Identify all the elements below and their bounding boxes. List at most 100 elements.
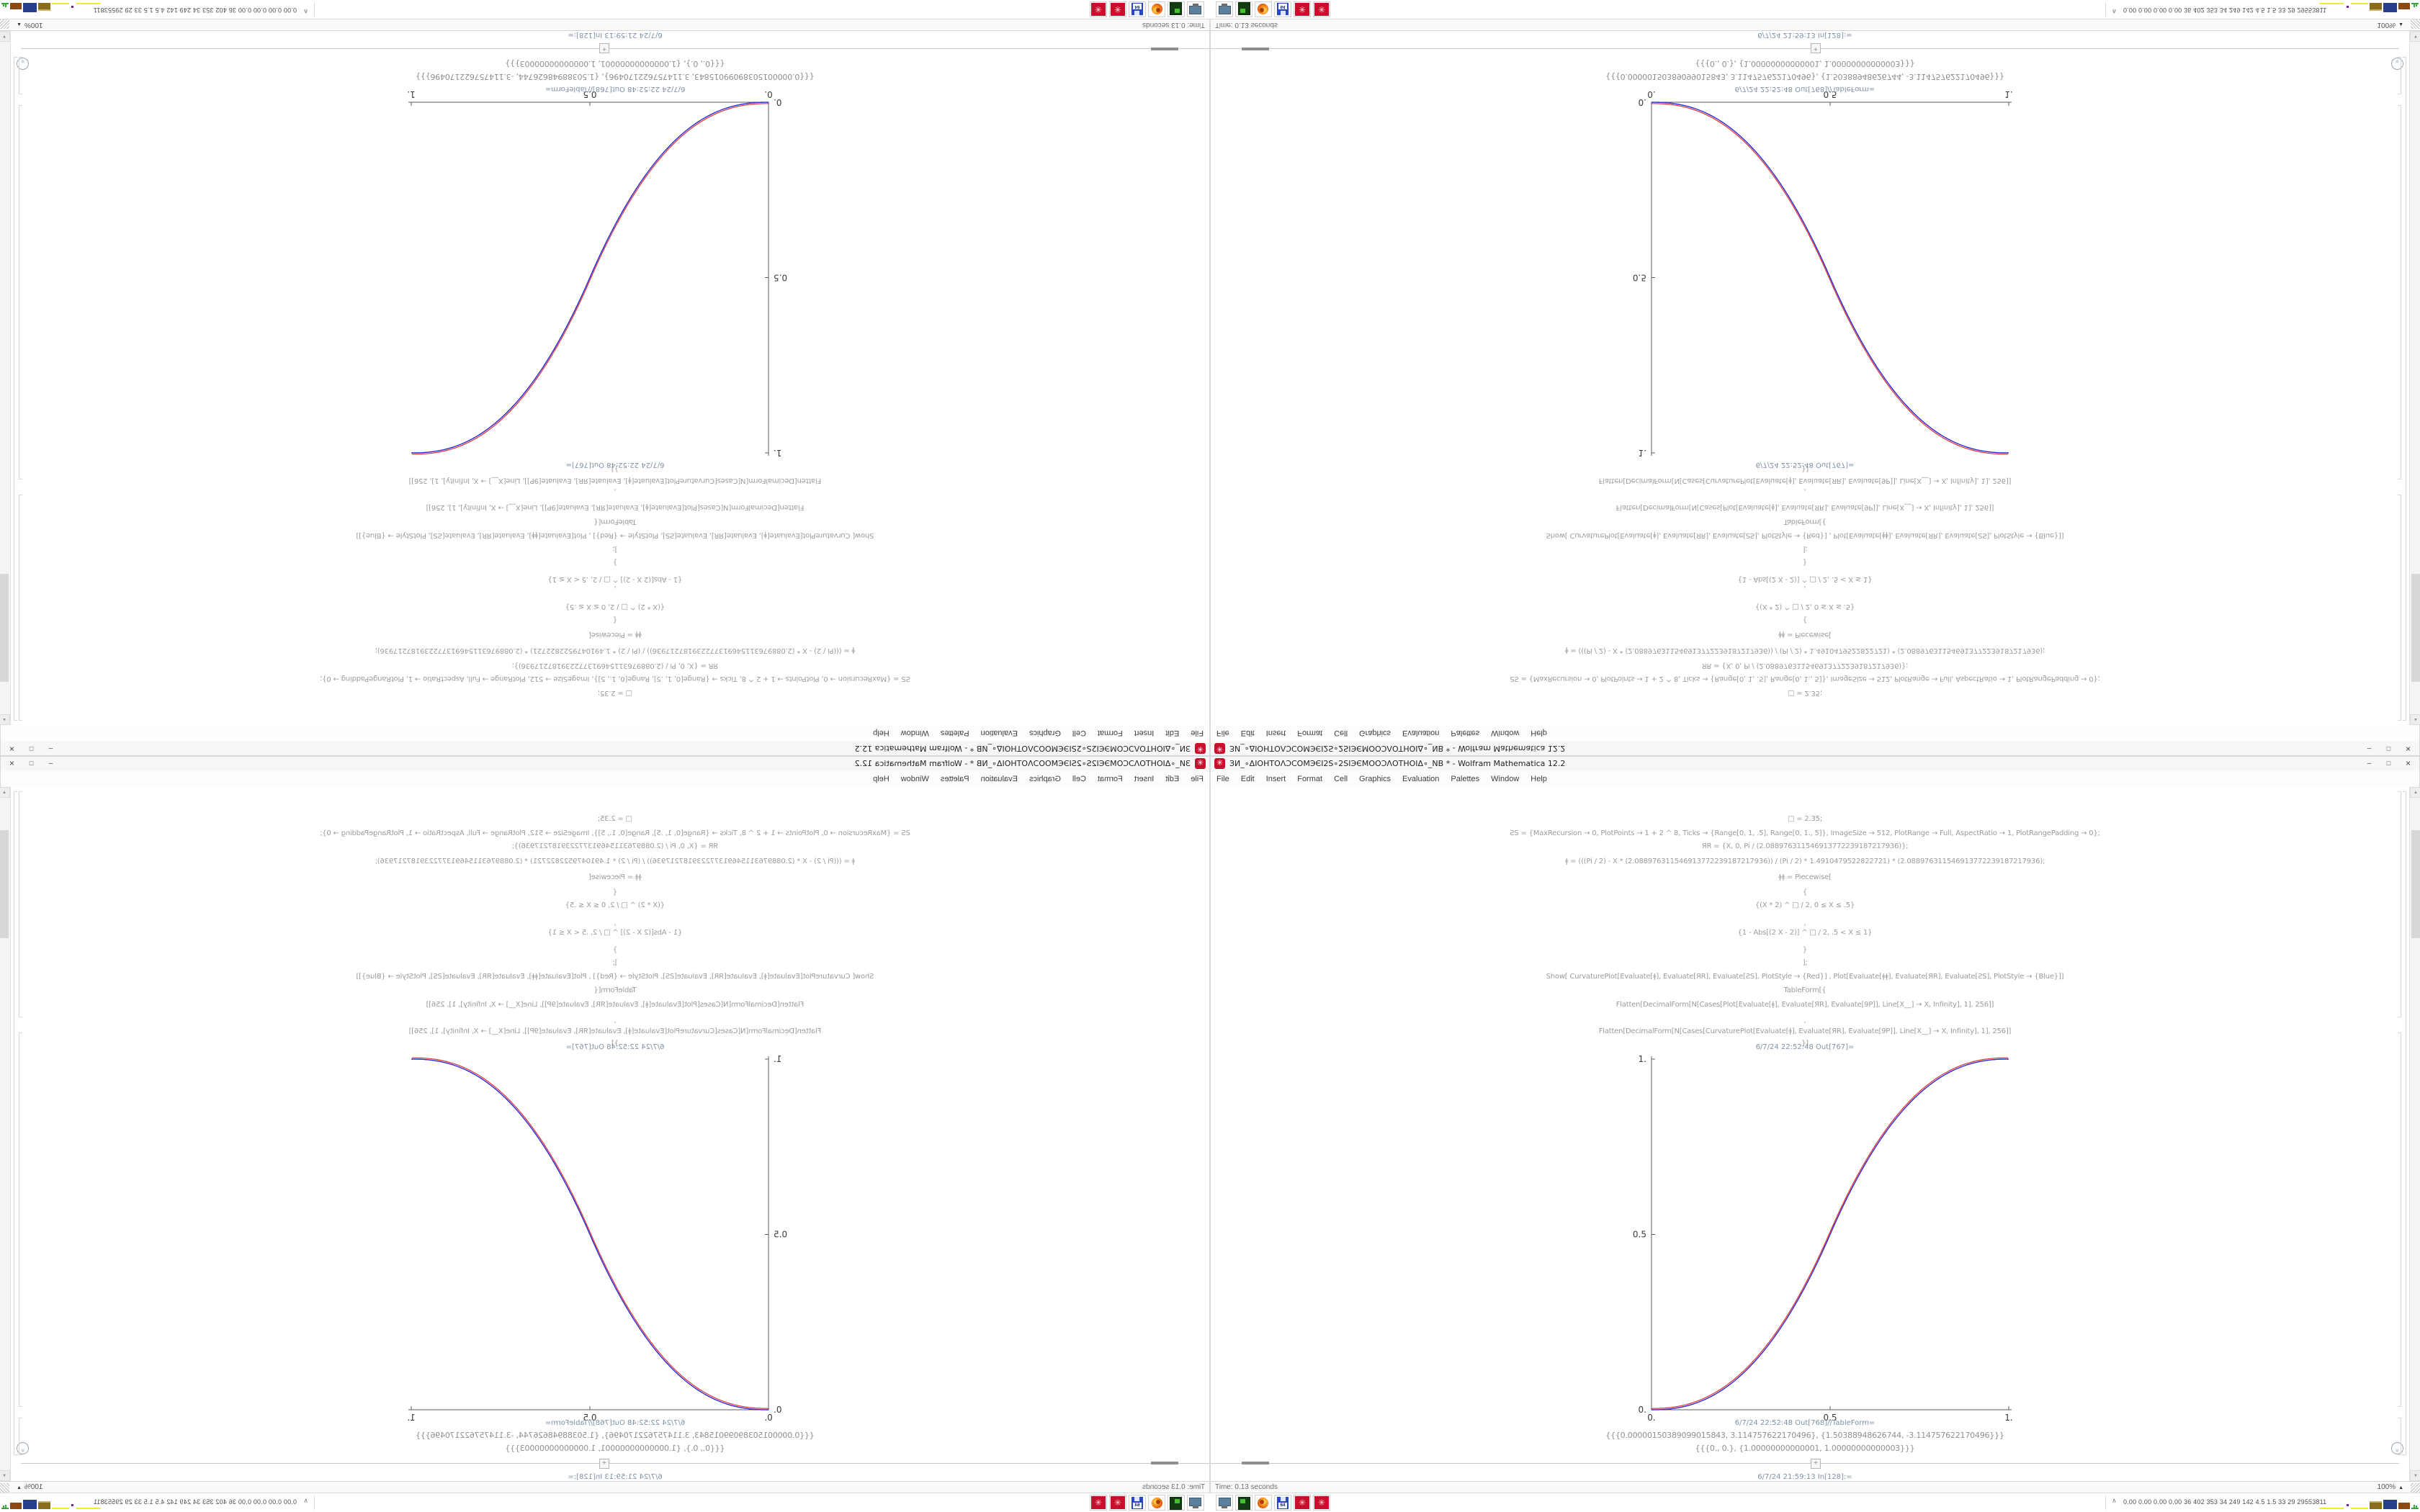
menu-edit[interactable]: Edit — [1240, 729, 1255, 737]
menu-file[interactable]: File — [1191, 729, 1204, 737]
scroll-up-arrow-icon[interactable]: ▲ — [2410, 787, 2420, 798]
menu-window[interactable]: Window — [1491, 729, 1520, 737]
code-line[interactable]: Flatten[DecimalForm[N[Cases[CurvaturePlo… — [1598, 477, 2012, 485]
code-line[interactable]: ЯR = {X, 0, Pi / (2.08897631154691377223… — [511, 662, 719, 670]
code-line[interactable]: ǂǂ = Piecewise[ — [1778, 631, 1832, 639]
title-bar[interactable]: ✳ ЗИ_∘ΔIOHTOΛƆCOMЭЄI2S∘2SIЭЄMOOƆΛOTHOIΔ∘… — [1, 740, 1209, 755]
tray-expander-icon[interactable]: ∧ — [2112, 1497, 2117, 1504]
close-button[interactable]: × — [9, 744, 15, 754]
vertical-scrollbar[interactable]: ▲ ▼ — [0, 787, 11, 1481]
cell-bracket-input[interactable] — [19, 495, 22, 721]
code-line[interactable]: TableForm[{ — [1783, 986, 1827, 994]
taskbar-disk-utility-icon[interactable] — [1235, 1, 1252, 17]
vertical-scrollbar-thumb[interactable] — [0, 574, 9, 682]
menu-edit[interactable]: Edit — [1165, 729, 1180, 737]
scroll-up-arrow-icon[interactable]: ▲ — [0, 714, 10, 725]
code-line[interactable]: { — [612, 888, 618, 896]
cell-bracket-group[interactable] — [14, 791, 17, 1455]
code-line[interactable]: {(X * 2) ^ □ / 2, 0 ≤ X ≤ .5} — [1754, 603, 1855, 611]
window-resize-grip[interactable] — [0, 19, 9, 29]
code-line[interactable]: ǂǂ = Piecewise[ — [588, 873, 642, 881]
menu-format[interactable]: Format — [1297, 775, 1323, 783]
code-line[interactable]: □ = 2.35; — [1787, 689, 1823, 697]
cell-insertion-line[interactable] — [21, 1463, 1209, 1464]
cell-bracket-table-output[interactable] — [2398, 57, 2401, 94]
code-line[interactable]: ]; — [1802, 959, 1808, 967]
code-line[interactable]: □ = 2.35; — [597, 689, 633, 697]
menu-insert[interactable]: Insert — [1134, 729, 1155, 737]
taskbar-firefox-icon[interactable] — [1255, 1495, 1272, 1511]
code-line[interactable]: Show[ CurvaturePlot[Evaluate[ǂ], Evaluat… — [1546, 973, 2064, 981]
code-line[interactable]: {1 - Abs[(2 X - 2)] ^ □ / 2, .5 < X ≤ 1} — [1737, 929, 1873, 937]
menu-palettes[interactable]: Palettes — [1451, 729, 1480, 737]
code-line[interactable]: ǂ = (((Pi / 2) - X * (2.0889763115469137… — [1564, 858, 2045, 865]
insert-cell-plus-button[interactable]: + — [599, 1459, 609, 1469]
scroll-down-arrow-icon[interactable]: ▼ — [0, 31, 10, 42]
magnification-control[interactable]: 100%▲ — [17, 21, 43, 29]
menu-format[interactable]: Format — [1097, 729, 1123, 737]
code-line[interactable]: {1 - Abs[(2 X - 2)] ^ □ / 2, .5 < X ≤ 1} — [1737, 575, 1873, 583]
vertical-scrollbar[interactable]: ▲ ▼ — [2409, 787, 2420, 1481]
code-line[interactable]: Flatten[DecimalForm[N[Cases[CurvaturePlo… — [1598, 1027, 2012, 1035]
code-line[interactable]: ǂǂ = Piecewise[ — [588, 631, 642, 639]
menu-window[interactable]: Window — [900, 775, 929, 783]
horizontal-scrollbar-thumb[interactable] — [1242, 48, 1269, 50]
code-line[interactable]: {1 - Abs[(2 X - 2)] ^ □ / 2, .5 < X ≤ 1} — [547, 575, 683, 583]
cell-bracket-input[interactable] — [19, 791, 22, 1017]
code-line[interactable]: TableForm[{ — [1783, 518, 1827, 526]
minimize-button[interactable]: – — [48, 744, 53, 752]
code-line[interactable]: Flatten[DecimalForm[N[Cases[Plot[Evaluat… — [1615, 503, 1994, 511]
taskbar-floppy-disk-icon[interactable]: 64 — [1274, 1, 1291, 17]
insert-cell-plus-button[interactable]: + — [599, 43, 609, 53]
code-line[interactable]: } — [1802, 558, 1808, 566]
menu-evaluation[interactable]: Evaluation — [980, 775, 1018, 783]
cell-bracket-group[interactable] — [2403, 57, 2406, 721]
menu-insert[interactable]: Insert — [1265, 729, 1286, 737]
cell-bracket-plot-output[interactable] — [2398, 105, 2401, 480]
vertical-scrollbar-thumb[interactable] — [2411, 830, 2420, 938]
menu-edit[interactable]: Edit — [1165, 775, 1180, 783]
horizontal-scrollbar-thumb[interactable] — [1151, 1462, 1178, 1464]
title-bar[interactable]: ✳ ЗИ_∘ΔIOHTOΛƆCOMЭЄI2S∘2SIЭЄMOOƆΛOTHOIΔ∘… — [1211, 740, 2419, 755]
taskbar-disk-utility-icon[interactable] — [1235, 1495, 1252, 1511]
code-line[interactable]: □ = 2.35; — [1787, 815, 1823, 823]
code-line[interactable]: TableForm[{ — [593, 986, 637, 994]
code-line[interactable]: , — [614, 585, 617, 593]
magnification-control[interactable]: 100%▲ — [2377, 1483, 2403, 1491]
cell-bracket-group[interactable] — [2403, 791, 2406, 1455]
code-line[interactable]: {(X * 2) ^ □ / 2, 0 ≤ X ≤ .5} — [1754, 901, 1855, 909]
taskbar-mathematica-icon[interactable]: ✳ — [1109, 1495, 1126, 1511]
code-line[interactable]: ǂ = (((Pi / 2) - X * (2.0889763115469137… — [1564, 647, 2045, 654]
code-line[interactable]: Flatten[DecimalForm[N[Cases[Plot[Evaluat… — [426, 503, 805, 511]
horizontal-scrollbar-thumb[interactable] — [1242, 1462, 1269, 1464]
code-line[interactable]: , — [1803, 919, 1806, 927]
code-line[interactable]: , — [1803, 487, 1806, 495]
menu-evaluation[interactable]: Evaluation — [980, 729, 1018, 737]
minimize-button[interactable]: – — [48, 760, 53, 768]
menu-help[interactable]: Help — [1531, 775, 1547, 783]
cell-bracket-input[interactable] — [2398, 495, 2401, 721]
close-button[interactable]: × — [9, 758, 15, 768]
cell-bracket-table-output[interactable] — [2398, 1418, 2401, 1455]
code-line[interactable]: } — [612, 558, 618, 566]
tray-graph-widgets[interactable] — [1, 1493, 102, 1512]
taskbar-firefox-icon[interactable] — [1148, 1, 1165, 17]
menu-format[interactable]: Format — [1097, 775, 1123, 783]
tray-expander-icon[interactable]: ∧ — [303, 8, 308, 15]
taskbar-floppy-disk-icon[interactable]: 64 — [1274, 1495, 1291, 1511]
code-line[interactable]: ƧS = {MaxRecursion → 0, PlotPoints → 1 +… — [320, 829, 910, 837]
vertical-scrollbar[interactable]: ▲ ▼ — [2409, 31, 2420, 725]
close-button[interactable]: × — [2405, 744, 2411, 754]
title-bar[interactable]: ✳ ЗИ_∘ΔIOHTOΛƆCOMЭЄI2S∘2SIЭЄMOOƆΛOTHOIΔ∘… — [1, 757, 1209, 772]
code-line[interactable]: ǂǂ = Piecewise[ — [1778, 873, 1832, 881]
menu-insert[interactable]: Insert — [1134, 775, 1155, 783]
code-line[interactable]: ЯR = {X, 0, Pi / (2.08897631154691377223… — [1701, 662, 1909, 670]
menu-cell[interactable]: Cell — [1072, 729, 1086, 737]
vertical-scrollbar-thumb[interactable] — [0, 830, 9, 938]
code-line[interactable]: ǂ = (((Pi / 2) - X * (2.0889763115469137… — [375, 858, 856, 865]
close-button[interactable]: × — [2405, 758, 2411, 768]
code-line[interactable]: Show[ CurvaturePlot[Evaluate[ǂ], Evaluat… — [1546, 531, 2064, 539]
code-line[interactable]: ]; — [612, 545, 618, 553]
vertical-scrollbar-thumb[interactable] — [2411, 574, 2420, 682]
insert-cell-plus-button[interactable]: + — [1811, 43, 1821, 53]
